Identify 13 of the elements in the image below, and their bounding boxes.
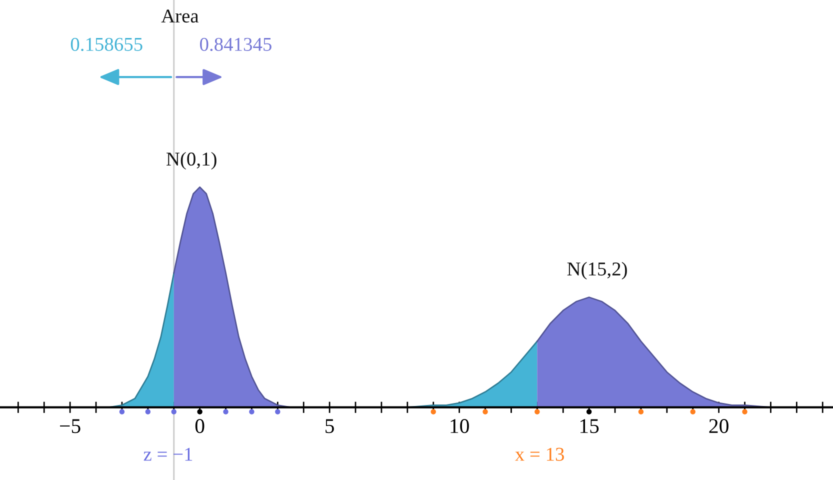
x-tick-label: 0 bbox=[195, 419, 204, 434]
text: z = −1 bbox=[144, 448, 192, 461]
x-tick-label: 15 bbox=[580, 419, 599, 434]
text: N(0,1) bbox=[166, 152, 216, 170]
x-tick-label: −5 bbox=[60, 419, 80, 434]
x-tick-label: 20 bbox=[709, 419, 728, 434]
text: 0.158655 bbox=[70, 38, 142, 52]
text: Area bbox=[161, 10, 199, 23]
text: 0.841345 bbox=[200, 38, 272, 52]
x-tick-label: 5 bbox=[326, 419, 334, 434]
text: x = 13 bbox=[515, 448, 564, 461]
x-tick-label: 10 bbox=[450, 419, 469, 434]
annotation: N(15,2) bbox=[567, 262, 627, 280]
